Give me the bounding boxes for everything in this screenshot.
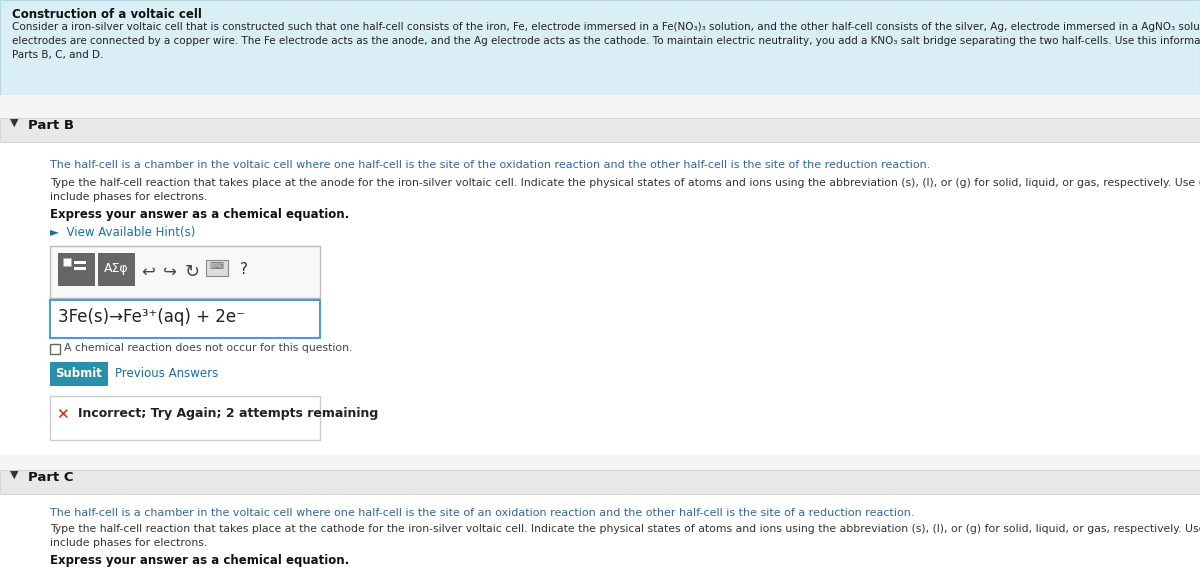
- Bar: [50, 396, 320, 440]
- Text: Part C: Part C: [28, 471, 73, 484]
- Text: The half-cell is a chamber in the voltaic cell where one half-cell is the site o: The half-cell is a chamber in the voltai…: [50, 160, 930, 170]
- Bar: [0, 95, 1200, 118]
- Bar: [50, 344, 60, 354]
- Text: Construction of a voltaic cell: Construction of a voltaic cell: [12, 8, 202, 21]
- Text: Consider a iron-silver voltaic cell that is constructed such that one half-cell : Consider a iron-silver voltaic cell that…: [12, 22, 1200, 32]
- Text: The half-cell is a chamber in the voltaic cell where one half-cell is the site o: The half-cell is a chamber in the voltai…: [50, 508, 914, 518]
- Text: ▼: ▼: [10, 470, 18, 480]
- Bar: [0, 118, 1200, 142]
- Text: ↩: ↩: [142, 263, 155, 281]
- Bar: [74, 261, 86, 264]
- Bar: [74, 267, 86, 270]
- Text: include phases for electrons.: include phases for electrons.: [50, 538, 208, 548]
- Text: ↻: ↻: [185, 263, 199, 281]
- Text: ΑΣφ: ΑΣφ: [103, 262, 128, 275]
- Text: electrodes are connected by a copper wire. The Fe electrode acts as the anode, a: electrodes are connected by a copper wir…: [12, 36, 1200, 46]
- Text: Type the half-cell reaction that takes place at the anode for the iron-silver vo: Type the half-cell reaction that takes p…: [50, 178, 1200, 188]
- Text: ►  View Available Hint(s): ► View Available Hint(s): [50, 226, 196, 239]
- Text: Express your answer as a chemical equation.: Express your answer as a chemical equati…: [50, 208, 349, 221]
- Text: include phases for electrons.: include phases for electrons.: [50, 192, 208, 202]
- Bar: [0, 0, 1200, 95]
- Text: ⌨: ⌨: [210, 261, 224, 271]
- Text: ↪: ↪: [163, 263, 176, 281]
- Text: Parts B, C, and D.: Parts B, C, and D.: [12, 50, 103, 60]
- Text: ✕: ✕: [55, 407, 68, 422]
- Text: ?: ?: [240, 262, 248, 277]
- Bar: [0, 470, 1200, 494]
- Text: Part B: Part B: [28, 119, 74, 132]
- Bar: [50, 246, 320, 298]
- Bar: [0, 455, 1200, 473]
- Text: A chemical reaction does not occur for this question.: A chemical reaction does not occur for t…: [64, 343, 353, 353]
- Text: Type the half-cell reaction that takes place at the cathode for the iron-silver : Type the half-cell reaction that takes p…: [50, 524, 1200, 534]
- Bar: [0, 142, 1200, 490]
- Bar: [50, 362, 108, 386]
- Bar: [98, 253, 134, 285]
- Bar: [50, 300, 320, 338]
- Text: Incorrect; Try Again; 2 attempts remaining: Incorrect; Try Again; 2 attempts remaini…: [78, 407, 378, 420]
- Text: Previous Answers: Previous Answers: [115, 367, 218, 380]
- Text: ▼: ▼: [10, 118, 18, 128]
- Text: 3Fe(s)→Fe³⁺(aq) + 2e⁻: 3Fe(s)→Fe³⁺(aq) + 2e⁻: [58, 308, 245, 326]
- Bar: [0, 494, 1200, 585]
- Text: Submit: Submit: [55, 367, 102, 380]
- Text: Express your answer as a chemical equation.: Express your answer as a chemical equati…: [50, 554, 349, 567]
- Bar: [206, 260, 228, 276]
- Bar: [58, 253, 94, 285]
- Bar: [64, 258, 71, 266]
